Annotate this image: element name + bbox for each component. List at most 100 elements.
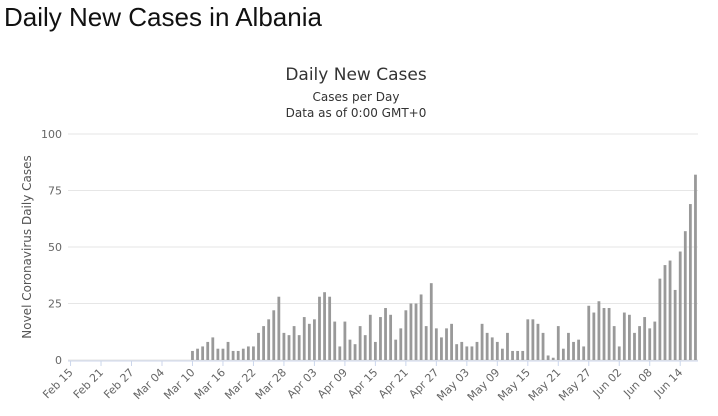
bar <box>643 317 647 360</box>
bar <box>460 341 464 360</box>
bar <box>440 337 443 360</box>
bar <box>328 296 332 360</box>
bar <box>399 328 403 360</box>
bar <box>429 283 433 360</box>
x-tick-label: Jun 14 <box>651 366 685 400</box>
bar <box>617 346 621 360</box>
bar <box>348 339 352 360</box>
x-tick-label: May 21 <box>526 366 564 404</box>
x-tick-label: Mar 28 <box>253 366 289 402</box>
bar <box>236 350 240 360</box>
bar <box>561 348 565 360</box>
bar <box>587 305 591 360</box>
bar <box>282 332 286 360</box>
bar <box>470 346 474 360</box>
bar <box>546 355 550 360</box>
bar <box>373 341 377 360</box>
bar <box>668 260 672 360</box>
y-axis-title: Novel Coronavirus Daily Cases <box>20 155 34 338</box>
bar <box>434 328 438 360</box>
bar <box>638 326 641 360</box>
bar <box>404 310 408 360</box>
bar <box>221 348 225 360</box>
bars <box>191 174 697 360</box>
bar <box>536 323 540 360</box>
bar <box>241 348 245 360</box>
bar <box>267 319 271 360</box>
bar <box>313 319 316 360</box>
chart-subtitle-line-2: Data as of 0:00 GMT+0 <box>286 106 427 120</box>
bar <box>384 308 387 360</box>
bar <box>450 323 453 360</box>
bar <box>196 348 199 360</box>
bar <box>368 314 372 360</box>
bar <box>683 231 687 360</box>
bar <box>572 341 575 360</box>
bar <box>511 350 514 360</box>
chart-title: Daily New Cases <box>285 65 427 85</box>
bar <box>409 303 413 360</box>
x-tick-label: Mar 16 <box>192 366 228 402</box>
x-tick-label: Jun 02 <box>590 366 624 400</box>
bar <box>521 350 525 360</box>
bar <box>673 289 677 360</box>
x-tick-label: Apr 09 <box>315 366 350 401</box>
bar <box>394 339 398 360</box>
bar <box>500 348 504 360</box>
y-tick-label: 50 <box>48 241 62 254</box>
bar <box>424 326 428 360</box>
chart-subtitle-line-1: Cases per Day <box>313 90 400 104</box>
bar <box>628 314 631 360</box>
bar <box>297 335 301 360</box>
bar <box>622 312 626 360</box>
x-tick-label: Jun 08 <box>620 366 654 400</box>
bar <box>419 294 423 360</box>
y-axis-ticks: 0 25 50 75 100 <box>41 128 62 367</box>
bar <box>353 344 357 360</box>
bar <box>414 303 418 360</box>
bar <box>633 332 636 360</box>
x-tick-label: Feb 15 <box>40 366 75 401</box>
bar <box>490 337 494 360</box>
bar <box>277 296 281 360</box>
x-tick-label: Feb 21 <box>71 366 106 401</box>
bar <box>246 346 250 360</box>
bar <box>211 337 215 360</box>
bar <box>379 317 382 360</box>
x-tick-label: Mar 10 <box>161 366 197 402</box>
bar <box>475 341 479 360</box>
bar <box>323 292 326 360</box>
bar <box>663 265 667 360</box>
bar <box>206 341 210 360</box>
bar <box>648 328 652 360</box>
bar <box>338 346 342 360</box>
bar <box>201 346 205 360</box>
x-tick-label: Mar 22 <box>222 366 258 402</box>
bar <box>607 308 611 360</box>
bar <box>602 308 606 360</box>
bar <box>455 344 459 360</box>
bar <box>577 339 581 360</box>
bar <box>389 314 393 360</box>
bar <box>465 346 469 360</box>
bar <box>363 335 367 360</box>
x-tick-label: Apr 21 <box>376 366 411 401</box>
x-tick-label: May 09 <box>465 366 503 404</box>
y-tick-label: 25 <box>48 298 62 311</box>
bar <box>262 326 266 360</box>
x-tick-label: Feb 27 <box>101 366 136 401</box>
bar <box>567 332 570 360</box>
bar <box>541 332 545 360</box>
bar <box>612 326 616 360</box>
bar <box>302 317 306 360</box>
bar <box>272 310 276 360</box>
bar <box>658 278 662 360</box>
bar <box>257 332 260 360</box>
page-heading: Daily New Cases in Albania <box>4 2 322 32</box>
bar <box>495 341 499 360</box>
x-tick-label: Mar 04 <box>131 366 167 402</box>
x-tick-label: May 15 <box>495 366 533 404</box>
bar <box>526 319 530 360</box>
bar <box>191 350 194 360</box>
